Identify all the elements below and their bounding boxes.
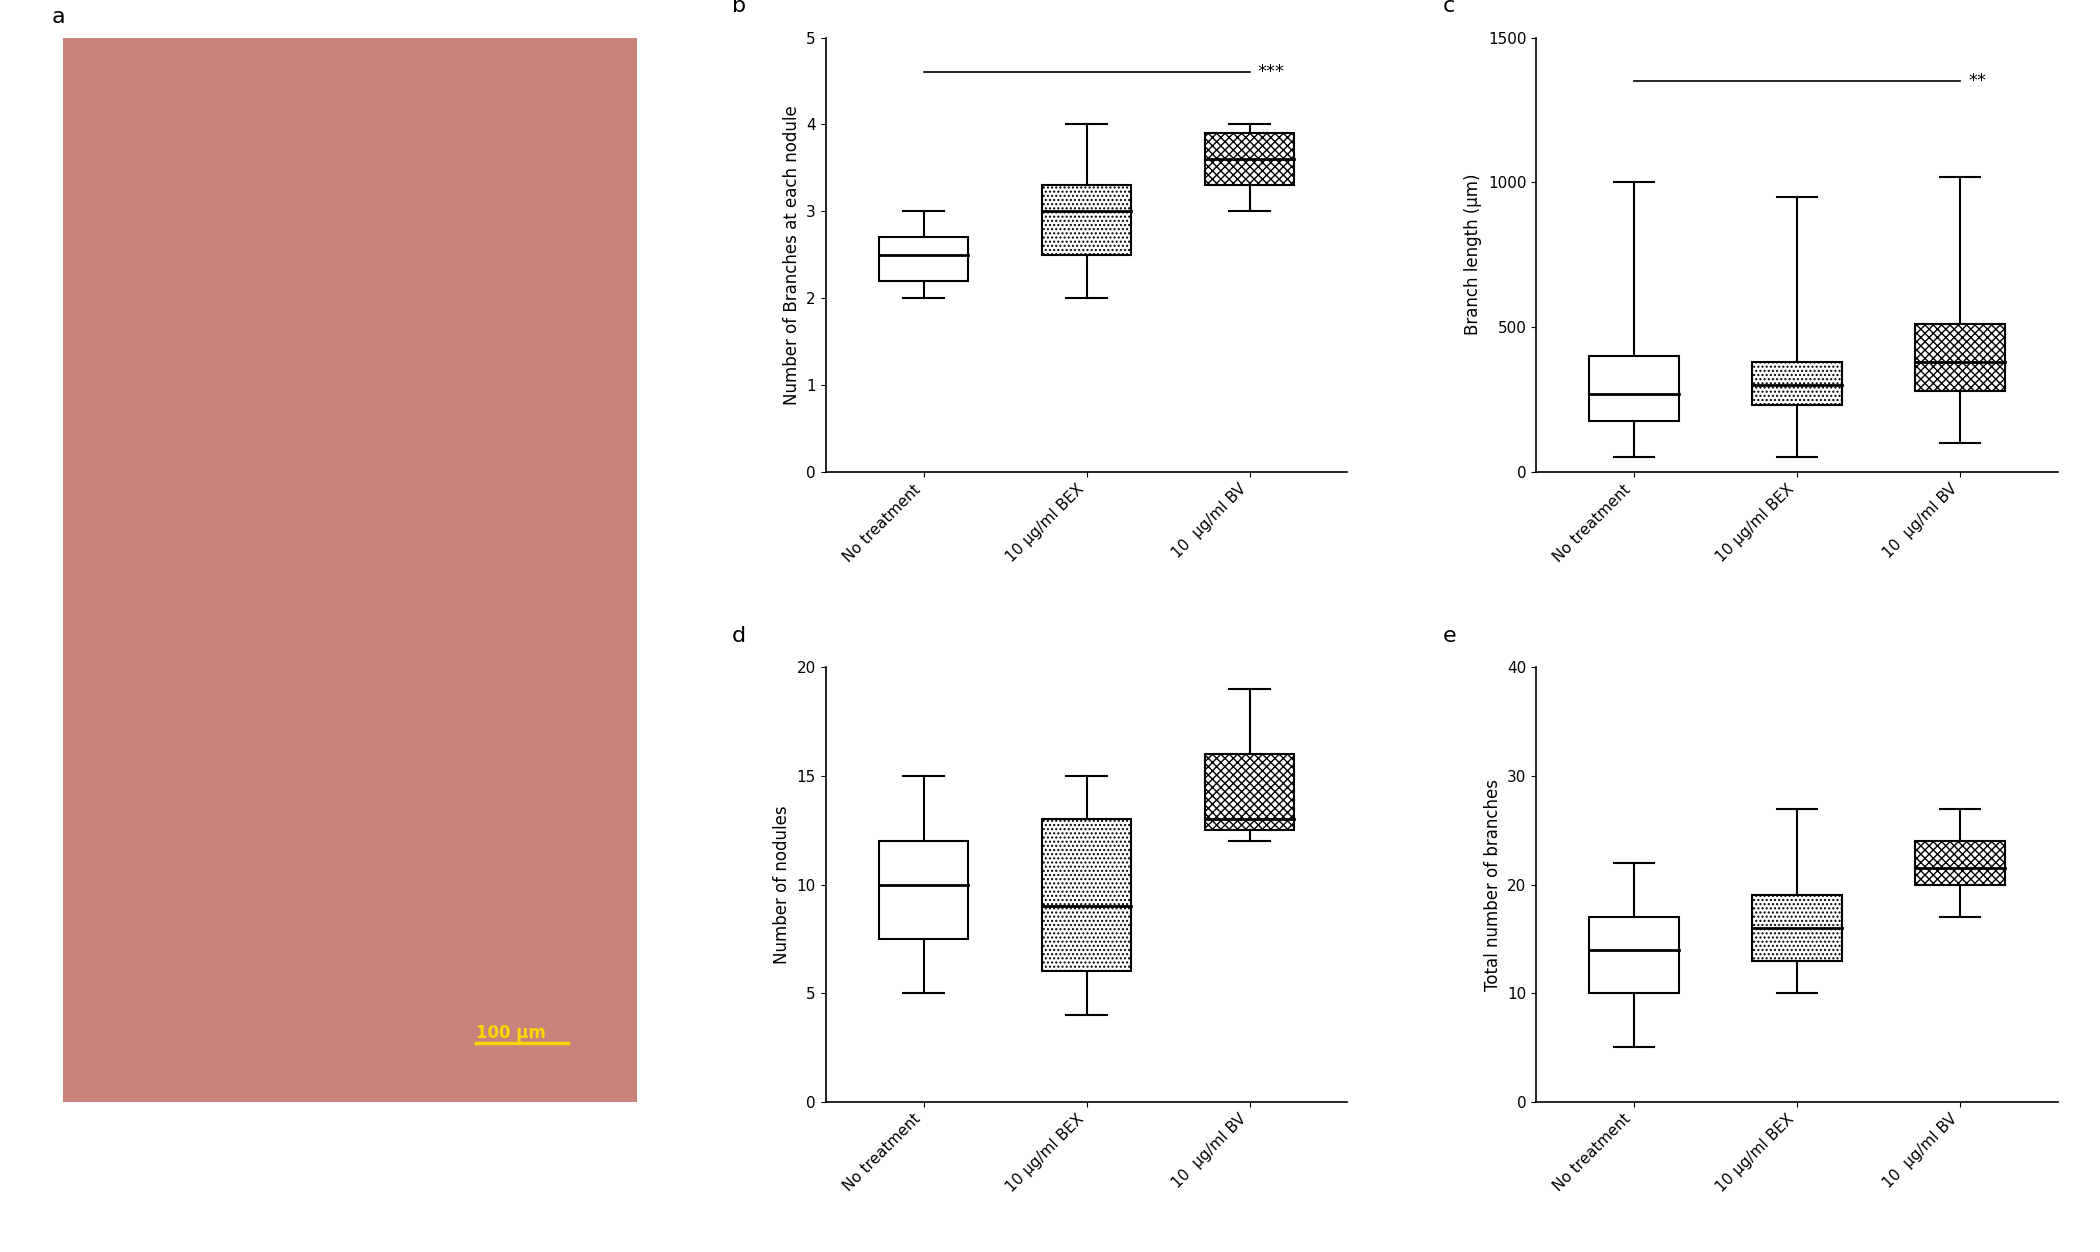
FancyBboxPatch shape [1751, 362, 1842, 406]
Text: ***: *** [1258, 64, 1285, 81]
Y-axis label: Total number of branches: Total number of branches [1483, 779, 1502, 990]
FancyBboxPatch shape [1915, 841, 2006, 885]
Y-axis label: Number of nodules: Number of nodules [773, 805, 792, 964]
FancyBboxPatch shape [1205, 754, 1294, 830]
FancyBboxPatch shape [1042, 819, 1132, 972]
Text: d: d [731, 626, 746, 646]
FancyBboxPatch shape [878, 841, 968, 939]
Y-axis label: Branch length (μm): Branch length (μm) [1464, 174, 1483, 336]
Text: a: a [52, 8, 65, 28]
FancyBboxPatch shape [1590, 356, 1678, 421]
FancyBboxPatch shape [1205, 133, 1294, 185]
FancyBboxPatch shape [1590, 918, 1678, 993]
FancyBboxPatch shape [1915, 324, 2006, 391]
Y-axis label: Number of Branches at each nodule: Number of Branches at each nodule [783, 105, 800, 404]
Text: b: b [731, 0, 746, 16]
Text: c: c [1443, 0, 1455, 16]
Text: 100 μm: 100 μm [477, 1024, 546, 1042]
Text: **: ** [1968, 73, 1987, 90]
FancyBboxPatch shape [878, 238, 968, 280]
FancyBboxPatch shape [1042, 185, 1132, 254]
Text: e: e [1443, 626, 1455, 646]
FancyBboxPatch shape [1751, 895, 1842, 960]
